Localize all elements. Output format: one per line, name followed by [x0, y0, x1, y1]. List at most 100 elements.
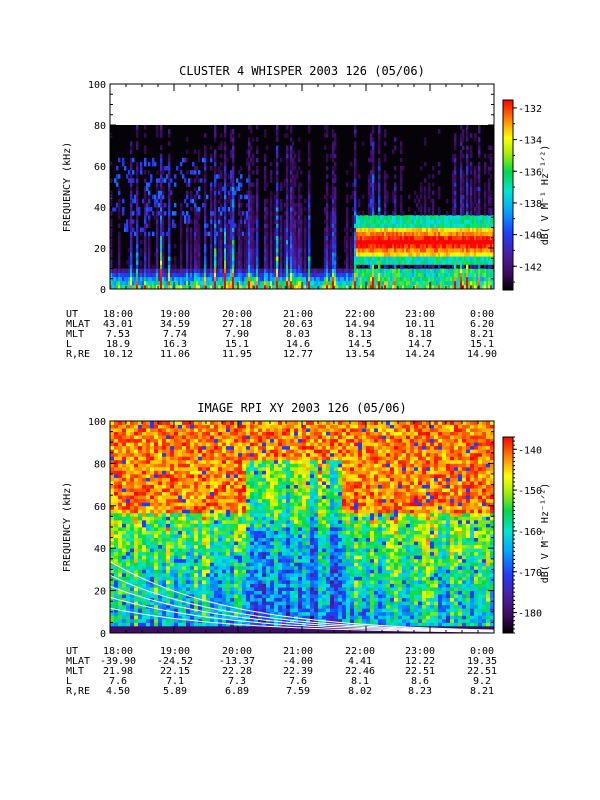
heatmap-cell	[146, 541, 151, 546]
heatmap-cell	[110, 190, 113, 196]
heatmap-cell	[392, 215, 395, 220]
heatmap-cell	[158, 597, 163, 602]
heatmap-cell	[160, 174, 163, 179]
heatmap-cell	[160, 198, 163, 204]
heatmap-cell	[488, 223, 491, 228]
heatmap-cell	[162, 576, 167, 581]
heatmap-cell	[170, 512, 175, 517]
heatmap-cell	[148, 194, 151, 200]
heatmap-cell	[168, 129, 171, 134]
heatmap-cell	[222, 186, 225, 191]
heatmap-cell	[290, 215, 293, 220]
heatmap-cell	[354, 280, 357, 286]
heatmap-cell	[446, 276, 449, 282]
heatmap-cell	[294, 153, 297, 159]
heatmap-cell	[210, 276, 213, 282]
heatmap-cell	[352, 264, 355, 269]
heatmap-cell	[276, 186, 279, 191]
heatmap-cell	[142, 484, 147, 489]
heatmap-cell	[180, 235, 183, 241]
heatmap-cell	[146, 629, 151, 633]
heatmap-cell	[174, 264, 177, 269]
heatmap-cell	[476, 256, 479, 261]
heatmap-cell	[482, 256, 485, 261]
heatmap-cell	[362, 194, 365, 200]
heatmap-cell	[254, 219, 257, 224]
heatmap-cell	[480, 219, 483, 224]
heatmap-cell	[308, 280, 311, 286]
heatmap-cell	[248, 207, 251, 212]
heatmap-cell	[228, 174, 231, 179]
heatmap-cell	[224, 174, 227, 179]
heatmap-cell	[194, 219, 197, 224]
heatmap-cell	[464, 243, 467, 249]
heatmap-cell	[444, 280, 447, 286]
heatmap-cell	[344, 227, 347, 232]
heatmap-cell	[224, 129, 227, 134]
heatmap-cell	[174, 611, 179, 616]
heatmap-cell	[466, 149, 469, 155]
heatmap-cell	[412, 248, 415, 253]
heatmap-cell	[470, 223, 473, 228]
heatmap-cell	[470, 239, 473, 245]
heatmap-cell	[118, 459, 123, 464]
heatmap-cell	[216, 284, 219, 289]
heatmap-cell	[110, 202, 113, 208]
heatmap-cell	[260, 284, 263, 289]
heatmap-cell	[356, 252, 359, 257]
heatmap-cell	[162, 268, 165, 273]
heatmap-cell	[388, 227, 391, 232]
heatmap-cell	[456, 280, 459, 286]
heatmap-cell	[452, 174, 455, 179]
heatmap-cell	[480, 215, 483, 220]
heatmap-cell	[378, 182, 381, 187]
heatmap-cell	[440, 268, 443, 273]
heatmap-cell	[470, 256, 473, 261]
heatmap-cell	[220, 252, 223, 257]
heatmap-cell	[452, 211, 455, 216]
heatmap-cell	[354, 194, 357, 200]
heatmap-cell	[350, 268, 353, 273]
heatmap-cell	[346, 248, 349, 253]
heatmap-cell	[142, 601, 147, 606]
heatmap-cell	[380, 223, 383, 228]
heatmap-cell	[280, 157, 283, 163]
heatmap-cell	[238, 198, 241, 204]
heatmap-cell	[484, 227, 487, 232]
heatmap-cell	[328, 239, 331, 245]
heatmap-cell	[266, 280, 269, 286]
heatmap-cell	[384, 239, 387, 245]
heatmap-cell	[146, 534, 151, 538]
heatmap-cell	[240, 186, 243, 191]
heatmap-cell	[158, 516, 163, 521]
heatmap-cell	[226, 284, 229, 289]
heatmap-cell	[374, 223, 377, 228]
heatmap-cell	[330, 264, 333, 269]
heatmap-cell	[148, 170, 151, 175]
heatmap-cell	[376, 276, 379, 282]
heatmap-cell	[150, 544, 155, 549]
heatmap-cell	[416, 260, 419, 265]
heatmap-cell	[204, 256, 207, 261]
heatmap-cell	[166, 572, 171, 577]
heatmap-cell	[414, 264, 417, 269]
heatmap-cell	[474, 137, 477, 142]
heatmap-cell	[424, 161, 427, 167]
heatmap-cell	[150, 474, 155, 478]
heatmap-cell	[244, 272, 247, 278]
heatmap-cell	[154, 495, 159, 500]
heatmap-cell	[298, 211, 301, 216]
heatmap-cell	[114, 459, 119, 464]
heatmap-cell	[162, 202, 165, 208]
heatmap-cell	[336, 284, 339, 289]
heatmap-cell	[384, 219, 387, 224]
heatmap-cell	[362, 219, 365, 224]
heatmap-cell	[244, 243, 247, 249]
heatmap-cell	[394, 243, 397, 249]
heatmap-cell	[210, 248, 213, 253]
heatmap-cell	[304, 260, 307, 265]
heatmap-cell	[122, 590, 127, 595]
heatmap-cell	[154, 456, 159, 461]
heatmap-cell	[376, 284, 379, 289]
heatmap-cell	[290, 202, 293, 208]
